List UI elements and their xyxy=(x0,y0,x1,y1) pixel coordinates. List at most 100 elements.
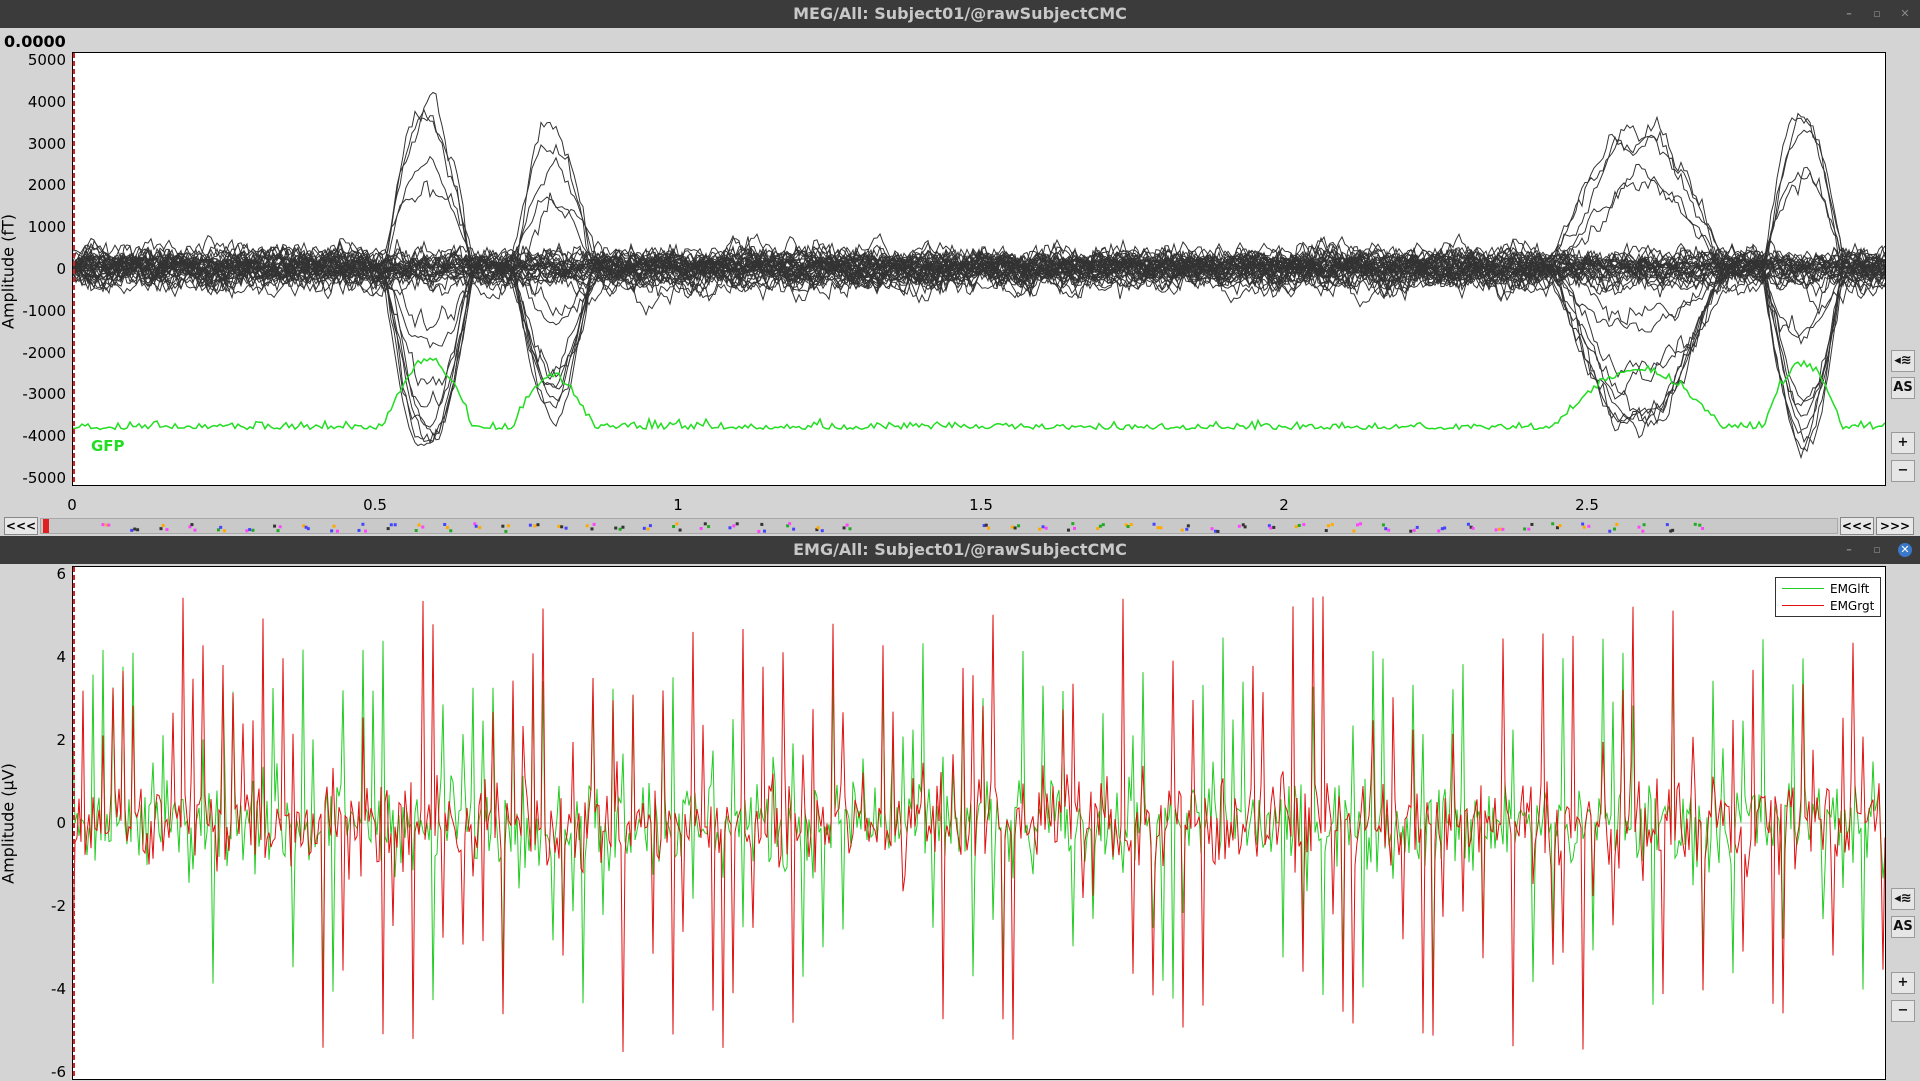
close-icon[interactable]: ✕ xyxy=(1898,543,1912,557)
legend-label: EMGlft xyxy=(1830,581,1870,596)
zoom-out-button[interactable]: − xyxy=(1891,460,1915,482)
y-tick-label: 4000 xyxy=(27,92,66,111)
event-marker xyxy=(188,525,192,529)
event-marker xyxy=(414,529,418,533)
y-tick-label: 2000 xyxy=(27,176,66,195)
event-marker xyxy=(590,527,594,531)
event-marker xyxy=(133,527,137,531)
event-marker xyxy=(507,524,511,528)
previous-epoch-button[interactable]: <<< xyxy=(1840,517,1874,535)
event-marker xyxy=(1551,522,1555,526)
event-marker xyxy=(1612,527,1616,531)
event-marker xyxy=(1066,528,1070,532)
event-markers xyxy=(101,522,1705,533)
event-marker xyxy=(1642,523,1646,527)
event-marker xyxy=(1010,525,1014,529)
event-marker xyxy=(1356,523,1360,527)
y-tick-label: -4000 xyxy=(22,427,66,446)
zoom-out-button[interactable]: − xyxy=(1891,1000,1915,1022)
x-tick-label: 0 xyxy=(67,496,77,514)
event-marker xyxy=(1186,524,1190,528)
event-marker xyxy=(1180,528,1184,532)
y-tick-label: 0 xyxy=(56,260,66,278)
close-icon[interactable]: ✕ xyxy=(1900,7,1910,20)
event-marker xyxy=(1041,525,1045,529)
event-marker xyxy=(1126,525,1130,529)
event-marker xyxy=(1073,526,1077,530)
event-marker xyxy=(1267,524,1271,528)
event-marker xyxy=(1038,527,1042,531)
emg-window-titlebar: EMG/All: Subject01/@rawSubjectCMC – ▫ ✕ xyxy=(0,536,1920,564)
emg-plot-area[interactable]: EMGlft EMGrgt xyxy=(72,566,1886,1080)
event-marker xyxy=(1098,524,1102,528)
y-tick-label: 3000 xyxy=(27,134,66,153)
event-marker xyxy=(1330,523,1334,527)
meg-window-titlebar: MEG/All: Subject01/@rawSubjectCMC – ▫ ✕ xyxy=(0,0,1920,28)
event-marker xyxy=(1440,527,1444,531)
event-marker xyxy=(504,529,508,533)
restore-icon[interactable]: ▫ xyxy=(1873,543,1881,556)
event-marker xyxy=(248,528,252,532)
event-marker xyxy=(1415,525,1419,529)
event-marker xyxy=(642,526,646,530)
event-marker xyxy=(1272,525,1276,529)
filter-toggle-button[interactable]: ◂≋ xyxy=(1891,350,1915,372)
event-marker xyxy=(1412,528,1416,532)
event-marker xyxy=(130,528,134,532)
minimize-icon[interactable]: – xyxy=(1846,543,1852,556)
x-tick-label: 2 xyxy=(1279,496,1289,514)
event-marker xyxy=(478,526,482,530)
event-marker xyxy=(585,524,589,528)
event-marker xyxy=(1159,526,1163,530)
event-marker xyxy=(222,529,226,533)
autoscale-button[interactable]: AS xyxy=(1891,916,1915,938)
next-page-button[interactable]: >>> xyxy=(1876,517,1914,535)
restore-icon[interactable]: ▫ xyxy=(1873,7,1881,20)
time-scrollbar[interactable] xyxy=(40,518,1838,534)
event-marker xyxy=(219,525,223,529)
legend-entry-emgrgt: EMGrgt xyxy=(1782,597,1874,614)
meg-channel-trace xyxy=(73,242,1885,306)
event-marker xyxy=(1324,529,1328,533)
zoom-in-button[interactable]: + xyxy=(1891,972,1915,994)
event-marker xyxy=(1641,529,1645,533)
meg-window-title: MEG/All: Subject01/@rawSubjectCMC xyxy=(793,4,1127,23)
event-marker xyxy=(1156,526,1160,530)
previous-page-button[interactable]: <<< xyxy=(4,517,38,535)
gfp-label: GFP xyxy=(91,437,125,455)
event-marker xyxy=(417,523,421,527)
event-marker xyxy=(1558,524,1562,528)
legend-swatch xyxy=(1782,588,1824,589)
event-marker xyxy=(1044,526,1048,530)
scrollbar-thumb[interactable] xyxy=(43,519,49,533)
gfp-trace xyxy=(73,357,1885,432)
event-marker xyxy=(304,525,308,529)
event-marker xyxy=(672,525,676,529)
event-marker xyxy=(1471,526,1475,530)
legend-label: EMGrgt xyxy=(1830,598,1875,613)
event-marker xyxy=(1437,529,1441,533)
minimize-icon[interactable]: – xyxy=(1846,7,1852,20)
event-marker xyxy=(564,526,568,530)
y-tick-label: 0 xyxy=(56,814,66,832)
event-marker xyxy=(732,524,736,528)
event-marker xyxy=(190,523,194,527)
event-marker xyxy=(848,527,852,531)
event-marker xyxy=(592,522,596,526)
event-marker xyxy=(101,523,105,527)
y-tick-label: -4 xyxy=(51,980,66,998)
event-marker xyxy=(251,528,255,532)
event-marker xyxy=(557,524,561,528)
event-marker xyxy=(193,528,197,532)
emg-traces xyxy=(73,567,1885,1079)
event-marker xyxy=(1555,526,1559,530)
event-marker xyxy=(1241,523,1245,527)
event-marker xyxy=(393,523,397,527)
event-marker xyxy=(1359,522,1363,526)
filter-toggle-button[interactable]: ◂≋ xyxy=(1891,888,1915,910)
event-marker xyxy=(618,527,622,531)
x-tick-label: 1 xyxy=(673,496,683,514)
meg-plot-area[interactable]: GFP xyxy=(72,52,1886,486)
autoscale-button[interactable]: AS xyxy=(1891,377,1915,399)
zoom-in-button[interactable]: + xyxy=(1891,432,1915,454)
